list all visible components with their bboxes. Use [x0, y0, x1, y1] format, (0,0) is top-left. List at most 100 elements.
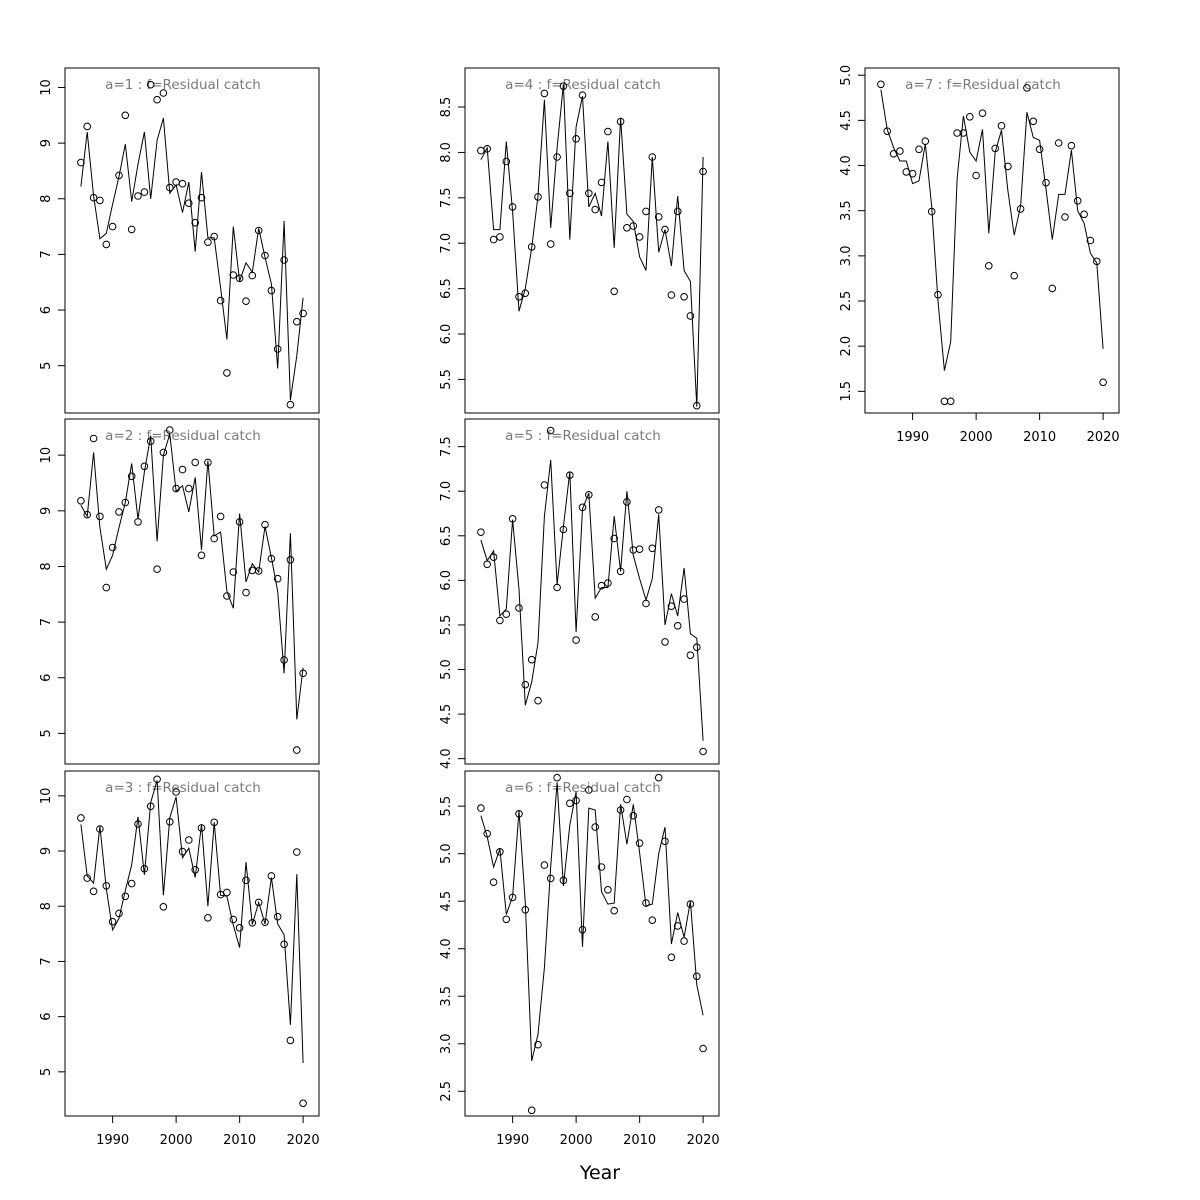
observed-point	[648, 916, 657, 925]
observed-point	[89, 434, 98, 443]
observed-point	[483, 560, 492, 569]
observed-point	[546, 240, 555, 248]
observed-point	[661, 837, 669, 846]
observed-point	[693, 972, 701, 981]
observed-point	[680, 293, 688, 301]
observed-point	[89, 887, 98, 896]
observed-point	[299, 669, 307, 678]
observed-point	[166, 818, 174, 826]
observed-point	[254, 898, 263, 907]
y-tick-label: 10	[39, 788, 54, 805]
y-tick-label: 6.5	[439, 278, 454, 299]
y-tick-label: 8.0	[439, 142, 454, 163]
observed-point	[934, 290, 942, 299]
observed-point	[521, 680, 530, 689]
fitted-series-line	[480, 84, 704, 407]
observed-point	[604, 127, 612, 136]
x-tick-label: 2020	[1087, 430, 1120, 445]
observed-point	[572, 636, 580, 644]
observed-point	[654, 773, 663, 782]
observed-point	[293, 746, 301, 754]
y-tick-label: 7.0	[439, 481, 454, 502]
observed-point	[908, 169, 917, 178]
observed-point	[140, 864, 149, 873]
x-tick-label: 2010	[223, 1133, 256, 1148]
observed-point	[515, 293, 523, 301]
observed-point	[566, 189, 574, 198]
observed-point	[693, 643, 701, 652]
observed-point	[77, 497, 85, 505]
observed-point	[572, 796, 580, 805]
observed-point	[597, 581, 606, 590]
observed-point	[229, 271, 238, 279]
y-tick-label: 7.5	[439, 436, 454, 457]
y-tick-label: 1.5	[839, 381, 854, 402]
y-tick-label: 10	[39, 447, 54, 464]
observed-point	[242, 588, 250, 597]
observed-point	[559, 525, 568, 534]
observed-point	[699, 747, 707, 756]
y-tick-label: 5	[39, 1068, 54, 1076]
observed-point	[134, 820, 142, 828]
observed-point	[927, 207, 936, 216]
observed-point	[566, 471, 574, 480]
fitted-series-line	[80, 117, 304, 401]
observed-point	[553, 583, 561, 592]
observed-point	[477, 804, 485, 812]
observed-point	[115, 508, 123, 516]
plot-frame	[864, 67, 1120, 414]
observed-point	[629, 222, 638, 230]
observed-point	[115, 909, 123, 918]
y-tick-label: 7.0	[439, 233, 454, 254]
panel: 5.5 6.0 6.5 7.0 7.5 8.0 8.5 a=4 : f=Residual ca…	[439, 67, 720, 414]
fitted-series-line	[480, 459, 704, 741]
observed-point	[527, 1106, 536, 1115]
observed-point	[185, 484, 193, 493]
observed-point	[197, 551, 206, 560]
observed-point	[172, 484, 180, 493]
observed-point	[559, 876, 568, 885]
observed-point	[693, 401, 701, 410]
observed-point	[185, 199, 193, 207]
observed-point	[204, 914, 212, 922]
panel-group: 5 6 7 8 9 10 a=1 : f=Residual catch 5 6 7 8 9 10 a=2 …	[39, 65, 1120, 1148]
observed-point	[159, 89, 168, 97]
observed-point	[146, 437, 155, 446]
observed-point	[686, 312, 695, 320]
observed-point	[102, 583, 111, 592]
observed-point	[642, 599, 650, 608]
observed-point	[127, 879, 136, 888]
panel-title: a=5 : f=Residual catch	[505, 428, 661, 444]
observed-point	[559, 82, 568, 90]
observed-point	[953, 129, 961, 137]
observed-point	[267, 286, 276, 295]
observed-point	[204, 238, 212, 246]
observed-point	[648, 544, 657, 553]
observed-point	[121, 892, 130, 901]
observed-point	[229, 568, 238, 576]
y-tick-label: 5.5	[439, 615, 454, 636]
observed-point	[604, 579, 612, 587]
plot-frame	[64, 770, 320, 1117]
observed-point	[616, 806, 625, 814]
observed-point	[915, 145, 923, 154]
observed-point	[629, 811, 638, 820]
observed-point	[1080, 210, 1088, 219]
observed-point	[1042, 178, 1050, 187]
observed-point	[540, 861, 549, 869]
observed-point	[172, 788, 180, 796]
observed-point	[1054, 139, 1063, 147]
observed-point	[502, 157, 511, 166]
observed-point	[261, 918, 269, 927]
observed-point	[889, 150, 898, 158]
observed-point	[216, 512, 225, 521]
observed-point	[166, 183, 174, 192]
observed-point	[191, 458, 199, 467]
observed-point	[578, 503, 587, 512]
x-tick-label: 2000	[960, 430, 993, 445]
y-tick-label: 5.0	[839, 65, 854, 86]
observed-point	[623, 498, 631, 506]
observed-point	[248, 919, 257, 927]
observed-point	[1086, 236, 1095, 245]
observed-point	[661, 225, 669, 234]
